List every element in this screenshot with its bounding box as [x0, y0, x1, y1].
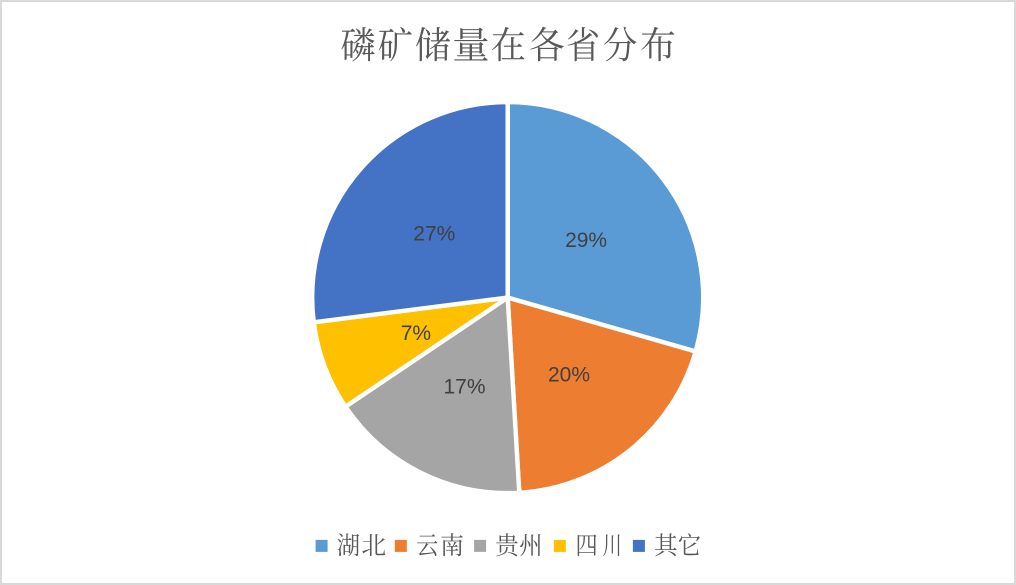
svg-text:27%: 27%	[413, 223, 455, 246]
svg-text:17%: 17%	[443, 375, 485, 398]
svg-text:29%: 29%	[565, 229, 607, 252]
svg-text:20%: 20%	[548, 364, 590, 387]
svg-text:7%: 7%	[401, 322, 431, 345]
